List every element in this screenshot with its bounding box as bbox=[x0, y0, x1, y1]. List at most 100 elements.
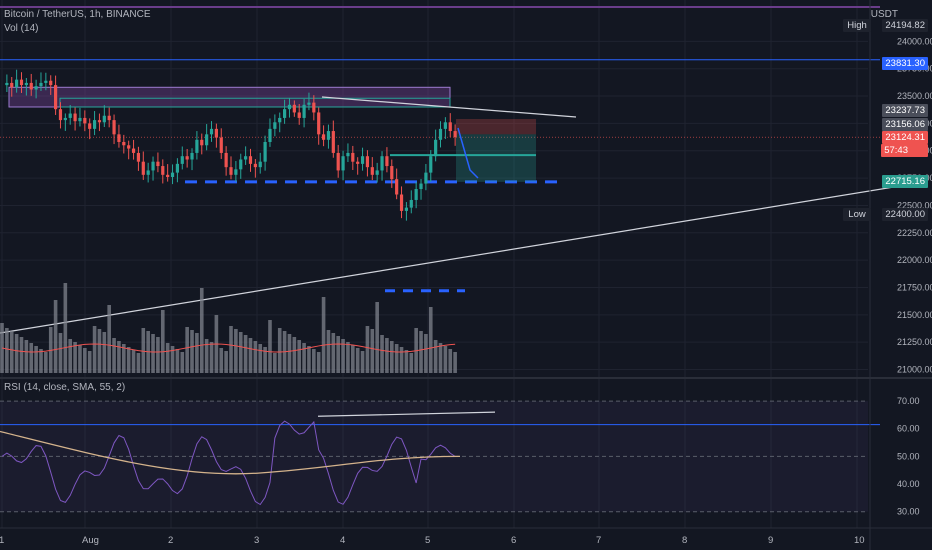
volume-bar bbox=[234, 329, 238, 373]
y-tick-label: 21750.00 bbox=[897, 282, 932, 292]
candle-body bbox=[370, 167, 374, 175]
candle-body bbox=[287, 104, 292, 110]
candle-body bbox=[336, 152, 340, 171]
volume-bar bbox=[170, 346, 175, 373]
y-tick-label: 21500.00 bbox=[897, 310, 932, 320]
volume-bar bbox=[73, 342, 77, 373]
candle-body bbox=[453, 131, 457, 138]
candle-body bbox=[29, 82, 33, 90]
x-tick-label: 9 bbox=[768, 535, 773, 546]
candle-body bbox=[15, 79, 19, 88]
candle-body bbox=[253, 163, 257, 168]
candle-body bbox=[53, 85, 58, 110]
volume-bar bbox=[399, 347, 404, 373]
volume-bar bbox=[229, 326, 233, 373]
candle-body bbox=[195, 139, 199, 153]
candle-body bbox=[131, 148, 136, 153]
rsi-line bbox=[1, 420, 456, 506]
volume-bar bbox=[122, 344, 126, 373]
candle-body bbox=[44, 80, 48, 83]
volume-bar bbox=[190, 330, 194, 373]
volume-bar bbox=[34, 346, 38, 373]
level-23237-badge: 23237.73 bbox=[882, 104, 928, 117]
rsi-tick-label: 50.00 bbox=[897, 451, 920, 461]
y-tick-label: 22500.00 bbox=[897, 200, 932, 210]
candle-body bbox=[185, 156, 189, 160]
volume-bar bbox=[268, 320, 272, 373]
candle-body bbox=[151, 161, 155, 171]
candle-body bbox=[78, 117, 82, 122]
volume-bar bbox=[409, 353, 414, 373]
volume-bar bbox=[204, 339, 209, 373]
rsi-tick-label: 60.00 bbox=[897, 424, 920, 434]
volume-bar bbox=[258, 344, 263, 373]
volume-bar bbox=[297, 340, 302, 373]
candle-body bbox=[107, 115, 111, 121]
volume-bar bbox=[316, 352, 321, 373]
candle-body bbox=[102, 115, 106, 123]
x-tick-label: 8 bbox=[682, 535, 687, 546]
volume-bar bbox=[438, 343, 443, 373]
candle-body bbox=[321, 134, 326, 140]
resistance-zone bbox=[8, 86, 451, 108]
volume-bar bbox=[277, 328, 282, 373]
ascending-trendline bbox=[0, 185, 901, 334]
volume-ma-line bbox=[1, 343, 456, 353]
x-tick-label: 6 bbox=[511, 535, 516, 546]
y-tick-label: 23500.00 bbox=[897, 91, 932, 101]
candle-body bbox=[24, 82, 28, 86]
volume-bar bbox=[199, 288, 204, 373]
rsi-tick-label: 70.00 bbox=[897, 396, 920, 406]
rsi-ma-line bbox=[0, 430, 461, 475]
candle-body bbox=[307, 102, 311, 105]
candle-body bbox=[302, 104, 306, 118]
candle-body bbox=[209, 128, 214, 135]
candle-body bbox=[268, 128, 272, 142]
descending-trendline bbox=[321, 96, 577, 118]
volume-bar bbox=[419, 331, 423, 373]
candle-body bbox=[170, 172, 175, 177]
candle-body bbox=[429, 156, 433, 173]
volume-bar bbox=[341, 339, 345, 373]
volume-bar bbox=[424, 334, 428, 373]
x-tick-label: 7 bbox=[596, 535, 601, 546]
x-tick-label: 5 bbox=[425, 535, 430, 546]
candle-body bbox=[424, 172, 428, 184]
last-price-badge: 23124.31 bbox=[882, 131, 928, 144]
x-tick-label: 4 bbox=[340, 535, 345, 546]
volume-bar bbox=[443, 346, 448, 373]
volume-bar bbox=[160, 310, 165, 373]
volume-bar bbox=[180, 352, 185, 373]
volume-bar bbox=[102, 332, 107, 373]
volume-bar bbox=[131, 350, 136, 373]
candle-body bbox=[73, 113, 77, 122]
volume-bar bbox=[394, 344, 399, 373]
volume-bar bbox=[195, 333, 199, 373]
countdown-badge: 57:43 bbox=[881, 144, 928, 157]
x-tick-label: 2 bbox=[168, 535, 173, 546]
volume-bar bbox=[385, 338, 389, 373]
volume-bar bbox=[273, 353, 277, 373]
volume-bar bbox=[141, 328, 146, 373]
candle-body bbox=[92, 120, 97, 129]
symbol-legend: Bitcoin / TetherUS, 1h, BINANCE bbox=[4, 9, 151, 20]
candle-body bbox=[234, 169, 238, 175]
candle-body bbox=[229, 167, 233, 175]
x-tick-label: 10 bbox=[854, 535, 865, 546]
volume-bar bbox=[29, 343, 34, 373]
candle-body bbox=[156, 161, 160, 167]
volume-bar bbox=[453, 352, 457, 373]
volume-bar bbox=[19, 337, 24, 373]
volume-bar bbox=[243, 335, 248, 373]
low-value-badge: 22400.00 bbox=[882, 208, 928, 221]
candle-body bbox=[224, 152, 228, 168]
currency-label: USDT bbox=[870, 9, 898, 20]
volume-bar bbox=[185, 327, 189, 373]
candle-body bbox=[58, 109, 63, 121]
candle-body bbox=[141, 161, 145, 175]
candle-body bbox=[180, 156, 184, 164]
volume-bar bbox=[83, 348, 87, 373]
rsi-legend: RSI (14, close, SMA, 55, 2) bbox=[4, 382, 126, 393]
